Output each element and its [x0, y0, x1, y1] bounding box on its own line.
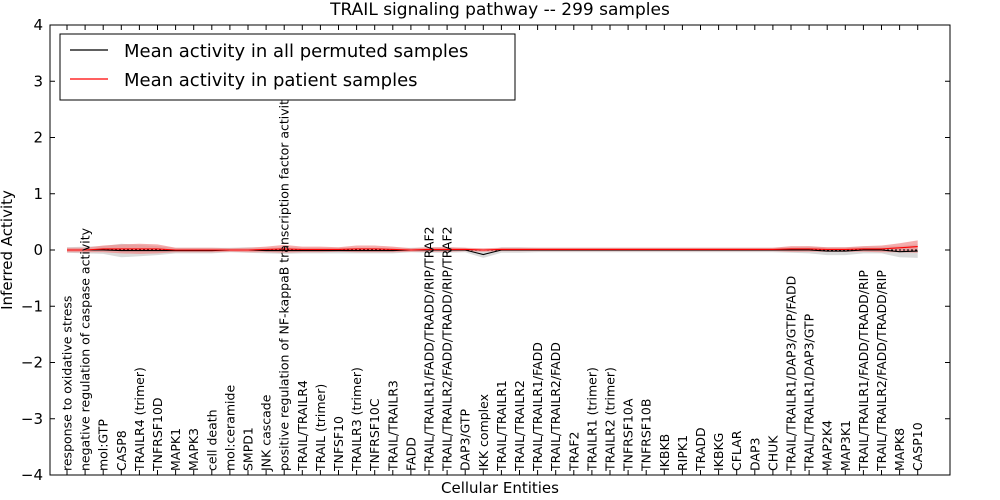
y-tick-label: −3: [21, 410, 43, 428]
x-tick-label: IKBKB: [657, 434, 672, 471]
x-tick-label: TRAIL/TRAILR4: [295, 380, 310, 472]
x-tick-label: DAP3: [747, 438, 762, 471]
x-tick-label: mol:GTP: [96, 419, 111, 471]
legend: Mean activity in all permuted samples Me…: [59, 33, 516, 101]
x-tick-label: TRADD: [693, 427, 708, 472]
y-tick-label: 0: [33, 241, 43, 259]
x-tick-label: TRAIL/TRAILR2/FADD/TRADD/RIP/TRAF2: [440, 226, 455, 472]
x-tick-label: TRAIL/TRAILR2/FADD/TRADD/RIP: [874, 270, 889, 472]
x-tick-label: MAP3K1: [838, 420, 853, 471]
x-tick-label: MAP2K4: [820, 420, 835, 471]
x-tick-label: CASP10: [910, 422, 925, 471]
x-tick-label: TNFRSF10C: [367, 398, 382, 472]
x-tick-label: CFLAR: [729, 430, 744, 471]
y-tick-label: 2: [33, 129, 43, 147]
x-tick-label: negative regulation of caspase activity: [78, 227, 93, 471]
legend-label-permuted: Mean activity in all permuted samples: [124, 41, 468, 62]
chart-title: TRAIL signaling pathway -- 299 samples: [329, 0, 670, 20]
x-tick-label: response to oxidative stress: [60, 296, 75, 471]
x-tick-label: cell death: [204, 409, 219, 471]
x-tick-label: TRAILR1 (trimer): [584, 367, 599, 472]
x-tick-label: MAPK3: [186, 428, 201, 471]
y-tick-label: 3: [33, 72, 43, 90]
x-tick-labels: response to oxidative stress negative reg…: [60, 92, 926, 472]
x-tick-label: positive regulation of NF-kappaB transcr…: [277, 92, 292, 471]
x-tick-label: CASP8: [114, 430, 129, 471]
x-tick-label: TRAIL/TRAILR2/FADD: [548, 342, 563, 472]
x-axis: [66, 25, 919, 475]
y-tick-label: 1: [33, 185, 43, 203]
series-line-permuted: [67, 249, 918, 256]
x-tick-label: TRAIL/TRAILR1/FADD/TRADD/RIP: [856, 270, 871, 472]
x-tick-label: DAP3/GTP: [458, 408, 473, 471]
y-tick-label: −4: [21, 466, 43, 484]
x-tick-label: TRAIL/TRAILR2: [512, 380, 527, 472]
x-tick-label: TRAF2: [566, 431, 581, 472]
x-tick-label: FADD: [403, 437, 418, 471]
y-tick-label: 4: [33, 16, 43, 34]
x-tick-label: IKK complex: [476, 394, 491, 471]
x-tick-label: MAPK1: [168, 428, 183, 471]
y-tick-label: −2: [21, 354, 43, 372]
x-tick-label: mol:ceramide: [222, 385, 237, 471]
y-axis-label: Inferred Activity: [0, 190, 16, 310]
x-tick-label: TRAIL (trimer): [313, 384, 328, 472]
x-tick-label: IKBKG: [711, 433, 726, 471]
series-lines: [67, 246, 918, 256]
legend-label-patient: Mean activity in patient samples: [124, 70, 418, 91]
x-tick-label: TRAILR4 (trimer): [132, 367, 147, 472]
x-tick-label: MAPK8: [892, 428, 907, 471]
x-tick-label: SMPD1: [241, 427, 256, 471]
y-tick-label: −1: [21, 297, 43, 315]
x-tick-label: TRAILR3 (trimer): [349, 367, 364, 472]
series-line-patient: [67, 246, 918, 251]
x-tick-label: TRAILR2 (trimer): [603, 367, 618, 472]
x-tick-label: TNFRSF10D: [150, 397, 165, 472]
legend-box: [59, 33, 516, 101]
x-tick-label: JNK cascade: [259, 394, 274, 472]
x-tick-label: CHUK: [765, 435, 780, 471]
x-tick-label: TRAIL/TRAILR1/FADD: [530, 342, 545, 472]
x-tick-label: TRAIL/TRAILR1/FADD/TRADD/RIP/TRAF2: [422, 226, 437, 472]
x-tick-label: TRAIL/TRAILR3: [385, 380, 400, 472]
x-tick-label: TRAIL/TRAILR1: [494, 380, 509, 472]
y-axis: −4 −3 −2 −1 0 1 2 3 4: [21, 16, 950, 484]
x-axis-label: Cellular Entities: [441, 479, 559, 497]
x-tick-label: TRAIL/TRAILR1/DAP3/GTP/FADD: [784, 276, 799, 472]
x-tick-label: RIPK1: [675, 435, 690, 471]
x-tick-label: TNFSF10: [331, 416, 346, 472]
x-tick-label: TNFRSF10A: [621, 398, 636, 472]
x-tick-label: TRAIL/TRAILR1/DAP3/GTP: [802, 313, 817, 472]
x-tick-label: TNFRSF10B: [639, 399, 654, 472]
